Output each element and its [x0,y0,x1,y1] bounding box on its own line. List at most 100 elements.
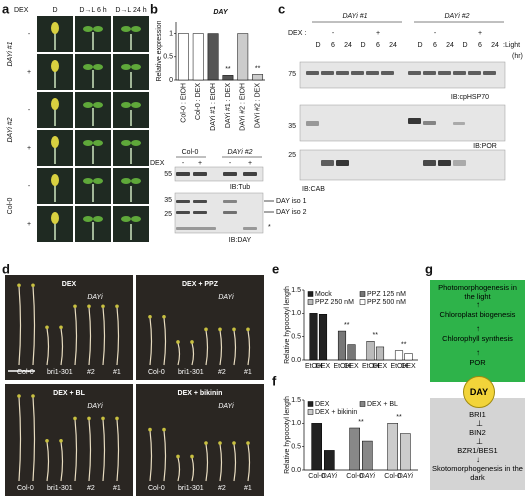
sign: - [182,160,185,167]
y-tick-label: 0 [169,77,173,84]
group-label: DAYi #1 [342,13,367,20]
band [423,121,436,125]
seedling [102,307,106,366]
bar [177,33,189,81]
band [321,71,334,75]
seedling [88,419,92,482]
seedling [88,307,92,366]
y-axis-label: Relative expression [156,20,163,81]
cotyledon [131,102,141,108]
band [408,71,421,75]
x-tick-label: EtOH [362,363,379,370]
band [381,71,394,75]
blot [299,149,506,181]
x-tick-label: EtOH [390,363,407,370]
x-tick-label: DAYi [360,473,376,480]
photo [136,384,264,496]
marker: 25 [164,211,172,218]
arrow: ⊥ [476,437,483,446]
arrow: ↑ [476,300,480,309]
time-label: 6 [331,42,335,49]
band [408,118,421,124]
cotyledon [59,325,63,330]
seedling [219,330,223,366]
bar [311,423,322,471]
x-tick-label: Col-0 [346,473,363,480]
seedling [32,286,36,366]
day-node: DAY [463,376,495,408]
time-label: 24 [389,42,397,49]
cotyledon [121,102,131,108]
band [223,200,237,203]
seedling [74,307,78,366]
genotype-label: Col-0 [17,369,34,376]
y-tick-label: 1.5 [291,287,301,294]
marker: 75 [288,71,296,78]
cotyledon [131,178,141,184]
bar [207,33,219,81]
y-tick-label: 1.5 [291,397,301,404]
band [453,122,465,125]
band [176,200,190,203]
photo [5,384,133,496]
arrow: ↑ [476,348,480,357]
x-tick-label: DEX [373,363,388,370]
band [366,71,379,75]
arrow: ↓ [476,455,480,464]
band [193,172,207,176]
significance: ** [255,65,261,72]
cotyledon [218,441,222,445]
genotype-label: #2 [218,485,226,492]
bar [309,313,318,361]
band [176,172,190,176]
bar [366,341,375,361]
y-axis-label: Relative hypocotyl length [284,286,291,364]
cotyledon [162,314,166,319]
y-tick-label: 0.0 [291,357,301,364]
legend-swatch [359,401,366,407]
seedling [149,430,153,482]
genotype-label: Col-0 [148,369,165,376]
condition-label: DEX + PPZ [182,281,219,288]
sign: + [248,160,252,167]
legend-label: Mock [315,291,332,298]
cotyledon [101,304,105,309]
label: DEX [150,160,165,167]
band [223,172,237,176]
cotyledon [17,283,21,288]
seedling [233,330,237,366]
significance: ** [344,322,350,329]
seedling [205,443,209,482]
cotyledon [121,26,131,32]
cotyledon [115,304,119,309]
column-label: D→L 24 h [115,7,146,14]
time-label: 24 [446,42,454,49]
seedling [247,330,251,366]
sign: + [27,221,31,228]
layout [5,16,506,496]
x-tick-label: DAYi #2 : DEX [254,83,261,128]
cotyledon [101,416,105,421]
time-label: 6 [478,42,482,49]
x-tick-label: DEX [401,363,416,370]
marker: 35 [288,123,296,130]
cotyledon [93,102,103,108]
seedling [177,457,181,482]
seedling [149,317,153,366]
sign: + [198,160,202,167]
cotyledon [121,216,131,222]
cotyledon [121,64,131,70]
cotyledon [204,441,208,445]
cotyledon [45,439,49,443]
significance: ** [358,419,364,426]
cotyledon [83,102,93,108]
band-label: DAY iso 1 [276,198,307,205]
row-label: Col-0 [7,198,14,215]
seedling [177,342,181,366]
y-tick-label: 0.0 [291,467,301,474]
cotyledon [131,140,141,146]
sign: + [478,30,482,37]
genotype-label: bri1-301 [47,485,73,492]
seedling [60,328,64,366]
band [176,227,216,230]
